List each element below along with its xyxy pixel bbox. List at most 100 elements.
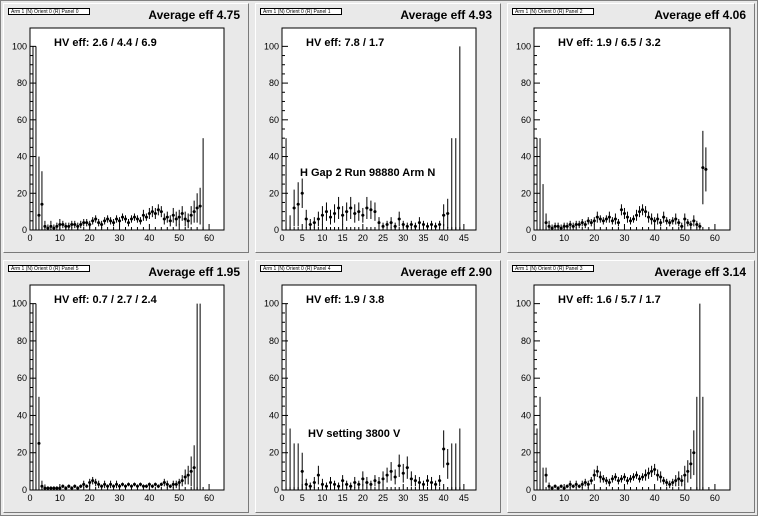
data-point [668, 218, 672, 227]
data-point [329, 209, 332, 225]
data-point [189, 456, 193, 487]
chart-annotation: H Gap 2 Run 98880 Arm N [300, 167, 435, 179]
chart-annotation: HV eff: 0.7 / 2.7 / 2.4 [54, 294, 158, 306]
data-point [357, 202, 361, 221]
data-point [619, 204, 623, 216]
data-point [417, 217, 421, 229]
data-point [535, 138, 539, 231]
chart-title: Average eff 3.14 [654, 265, 746, 279]
data-point [292, 443, 296, 491]
data-point [622, 473, 626, 481]
data-point [413, 222, 417, 230]
data-point [559, 484, 563, 489]
data-point [159, 206, 163, 218]
plot-frame [281, 284, 477, 491]
data-point [52, 224, 56, 230]
data-point [692, 215, 696, 227]
data-point [454, 138, 458, 231]
data-point [571, 484, 575, 489]
chart-annotation: HV eff: 1.9 / 3.8 [306, 294, 384, 306]
data-point [650, 465, 654, 477]
y-tick-label: 80 [521, 78, 531, 88]
data-point [604, 215, 608, 223]
y-tick-label: 80 [269, 336, 279, 346]
data-point [616, 218, 620, 227]
data-point [304, 209, 308, 229]
data-point [349, 196, 353, 219]
data-point [67, 222, 71, 230]
data-point [109, 480, 113, 489]
data-point [405, 456, 409, 479]
y-tick-label: 0 [22, 485, 27, 495]
data-point [353, 204, 357, 223]
data-point [535, 428, 539, 491]
data-point [559, 224, 563, 230]
data-point [381, 471, 385, 487]
y-tick-label: 80 [17, 336, 27, 346]
x-tick-label: 30 [398, 233, 408, 243]
data-point [100, 484, 104, 489]
data-point [574, 480, 578, 489]
data-point [662, 476, 666, 485]
data-point [373, 202, 377, 221]
data-point [106, 484, 110, 489]
y-tick-label: 40 [17, 152, 27, 162]
data-point [337, 482, 341, 490]
data-point [91, 476, 95, 485]
data-point [586, 480, 590, 489]
data-point [195, 303, 199, 491]
x-tick-label: 10 [317, 493, 327, 503]
y-tick-label: 40 [521, 410, 531, 420]
data-point [31, 303, 35, 491]
data-point [168, 484, 172, 489]
x-tick-label: 60 [204, 233, 214, 243]
y-tick-label: 40 [269, 410, 279, 420]
data-point [168, 215, 172, 227]
chart-panel-3: Arm 1 (N) Orient 0 (R) Panel 5 Average ef… [3, 260, 249, 513]
data-point [568, 480, 572, 489]
y-tick-label: 0 [22, 225, 27, 235]
chart-plot: 0 20 40 60 80 100 0 5 10 15 20 25 30 35 40 45 HV eff: 7.… [264, 27, 477, 243]
data-point [324, 202, 328, 221]
data-point [165, 211, 169, 223]
data-point [601, 217, 605, 225]
data-point [121, 213, 125, 221]
data-point [37, 156, 41, 230]
x-tick-label: 5 [300, 233, 305, 243]
data-point [695, 396, 699, 491]
data-point [589, 218, 593, 227]
data-point [150, 206, 154, 218]
data-point [55, 222, 59, 230]
x-tick-label: 60 [710, 493, 720, 503]
y-tick-label: 60 [17, 373, 27, 383]
data-point [138, 482, 142, 487]
data-point [446, 449, 450, 479]
data-point [132, 213, 136, 221]
x-tick-label: 30 [115, 493, 125, 503]
data-point [147, 482, 151, 487]
data-point [183, 469, 187, 485]
y-tick-label: 60 [521, 373, 531, 383]
data-point [126, 482, 130, 487]
data-point [405, 222, 409, 230]
data-point [662, 211, 666, 223]
data-point [73, 220, 77, 229]
data-point [361, 471, 365, 487]
data-point [571, 222, 575, 230]
y-tick-label: 80 [521, 336, 531, 346]
chart-annotation: HV setting 3800 V [308, 428, 401, 440]
data-point [320, 206, 324, 225]
data-point [369, 200, 373, 219]
data-point [458, 46, 462, 231]
data-point [82, 480, 86, 489]
data-point [677, 471, 681, 487]
data-point [357, 480, 361, 489]
x-tick-label: 20 [85, 233, 95, 243]
y-tick-label: 40 [269, 152, 279, 162]
y-tick-label: 100 [264, 299, 279, 309]
chart-panel-2: Arm 1 (N) Orient 0 (R) Panel 2 Average ef… [507, 3, 755, 253]
data-point [177, 478, 181, 487]
data-point [115, 215, 119, 223]
data-point [79, 484, 83, 489]
data-point [568, 220, 572, 229]
